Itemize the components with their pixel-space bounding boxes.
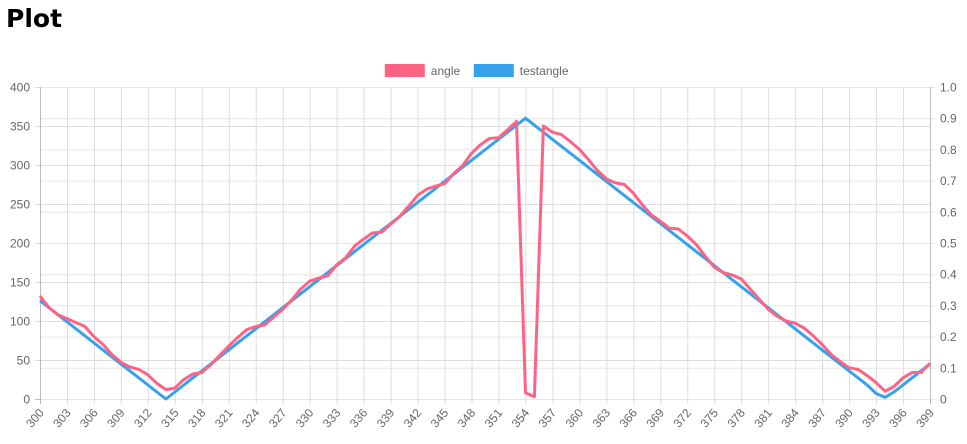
y-right-tick-label: 0.9 (940, 112, 957, 126)
y-left-tick-label: 250 (10, 198, 30, 212)
x-tick-label: 327 (266, 406, 290, 431)
y-right-tick-label: 0.5 (940, 237, 957, 251)
x-tick-label: 309 (104, 406, 128, 431)
x-tick-label: 396 (886, 406, 910, 431)
legend-swatch-testangle (473, 64, 514, 77)
y-right-tick-label: 0.7 (940, 174, 957, 188)
y-left-tick-label: 200 (10, 237, 30, 251)
x-tick-label: 378 (724, 406, 748, 431)
legend-label-angle: angle (431, 64, 461, 78)
y-right-tick-label: 0.1 (940, 361, 957, 375)
x-tick-label: 345 (428, 406, 452, 431)
x-tick-label: 399 (913, 406, 937, 431)
y-right-tick-label: 0.8 (940, 143, 957, 157)
x-tick-label: 303 (50, 406, 74, 431)
series-line-testangle (39, 116, 931, 401)
y-left-tick-label: 400 (10, 81, 30, 95)
x-tick-label: 312 (131, 406, 155, 431)
x-tick-label: 360 (563, 406, 587, 431)
x-tick-label: 381 (751, 406, 775, 431)
x-tick-label: 348 (455, 406, 479, 431)
legend-label-testangle: testangle (520, 64, 569, 78)
series-line-angle (38, 119, 932, 399)
y-left-tick-label: 50 (17, 354, 31, 368)
x-tick-label: 336 (347, 406, 371, 431)
y-right-tick-label: 0 (940, 393, 947, 407)
x-tick-label: 369 (644, 406, 668, 431)
y-right-tick-label: 0.6 (940, 205, 957, 219)
x-tick-label: 363 (590, 406, 614, 431)
y-left-tick-label: 350 (10, 120, 30, 134)
y-right-tick-label: 0.4 (940, 268, 957, 282)
x-tick-label: 300 (23, 406, 47, 431)
x-tick-label: 372 (670, 406, 694, 431)
x-tick-label: 306 (77, 406, 101, 431)
x-tick-label: 324 (239, 406, 263, 431)
y-left-tick-label: 150 (10, 276, 30, 290)
y-right-tick-label: 0.2 (940, 330, 957, 344)
x-tick-label: 390 (832, 406, 856, 431)
x-tick-label: 342 (401, 406, 425, 431)
x-tick-label: 393 (859, 406, 883, 431)
x-tick-label: 366 (617, 406, 641, 431)
x-tick-label: 387 (805, 406, 829, 431)
y-left-tick-label: 0 (23, 393, 30, 407)
x-tick-label: 315 (158, 406, 182, 431)
legend-swatch-angle (384, 64, 425, 77)
y-left-tick-label: 100 (10, 315, 30, 329)
y-right-tick-label: 0.3 (940, 299, 957, 313)
x-tick-label: 357 (536, 406, 560, 431)
x-tick-label: 330 (293, 406, 317, 431)
x-tick-label: 384 (778, 406, 802, 431)
y-right-tick-label: 1.0 (940, 81, 957, 95)
x-tick-label: 375 (697, 406, 721, 431)
x-tick-label: 354 (509, 406, 533, 431)
x-tick-label: 339 (374, 406, 398, 431)
x-tick-label: 333 (320, 406, 344, 431)
x-tick-label: 318 (185, 406, 209, 431)
y-left-tick-label: 300 (10, 159, 30, 173)
x-tick-label: 321 (212, 406, 236, 431)
x-tick-label: 351 (482, 406, 506, 431)
page-title: Plot (6, 4, 63, 33)
